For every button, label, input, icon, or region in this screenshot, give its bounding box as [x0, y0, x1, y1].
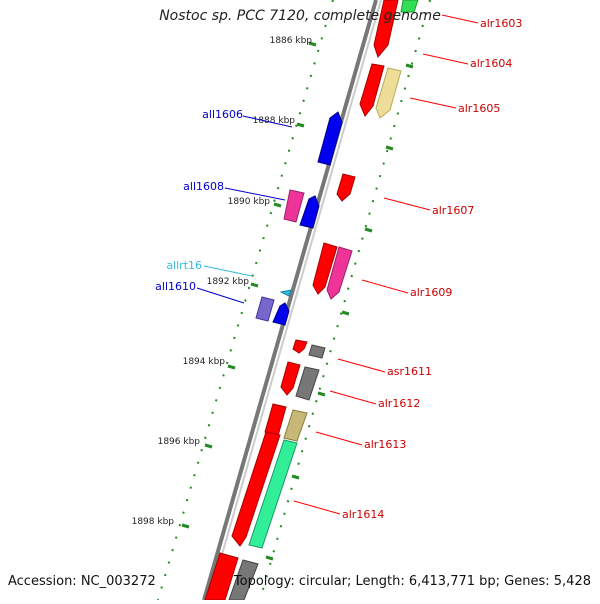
- gene-label[interactable]: alr1609: [410, 286, 452, 299]
- gene-all1610[interactable]: [272, 302, 290, 326]
- gene-asr1611[interactable]: [308, 344, 326, 359]
- forward-genes: [204, 0, 419, 601]
- left-leaders: [196, 115, 293, 304]
- gene-alr1603[interactable]: [373, 0, 399, 59]
- scale-tick: [273, 202, 282, 208]
- gene-alr1604[interactable]: [359, 63, 385, 117]
- accession-text: Accession: NC_003272: [8, 574, 156, 589]
- scale-label: 1894 kbp: [183, 357, 226, 367]
- scale-tick: [227, 364, 236, 370]
- left-gene-labels: all1606 all1608 allrt16 all1610: [155, 108, 243, 293]
- gene-label[interactable]: alr1613: [364, 438, 406, 451]
- gene-alr1614-a[interactable]: [231, 431, 281, 547]
- scale-tick: [296, 122, 305, 128]
- gene-alr1607[interactable]: [336, 173, 356, 202]
- gene-label[interactable]: alr1604: [470, 57, 512, 70]
- gene-label[interactable]: all1608: [183, 180, 224, 193]
- gene-all1608-a[interactable]: [283, 189, 305, 223]
- gene-label[interactable]: alr1607: [432, 204, 474, 217]
- gene-label[interactable]: all1610: [155, 280, 196, 293]
- page-title: Nostoc sp. PCC 7120, complete genome: [159, 8, 441, 24]
- scale-tick: [181, 523, 190, 529]
- genome-backbone: [202, 0, 382, 601]
- gene-alr1609[interactable]: [326, 246, 353, 300]
- gene-label[interactable]: allrt16: [166, 259, 202, 272]
- gene-alr1609-a[interactable]: [312, 242, 338, 295]
- gene-label[interactable]: asr1611: [387, 365, 432, 378]
- gene-alr1614[interactable]: [248, 439, 298, 549]
- gene-all1610-a[interactable]: [255, 296, 275, 322]
- scale-tick: [204, 443, 213, 449]
- gene-allrt16[interactable]: [279, 289, 292, 297]
- gene-all1608[interactable]: [299, 195, 320, 229]
- right-leaders: [293, 14, 479, 515]
- scale-label: 1896 kbp: [158, 437, 201, 447]
- gene-label[interactable]: all1606: [202, 108, 243, 121]
- gene-alr1613[interactable]: [283, 409, 308, 442]
- gene-label[interactable]: alr1614: [342, 508, 384, 521]
- gene-asr1611-a[interactable]: [292, 339, 308, 354]
- scale-label: 1890 kbp: [228, 197, 271, 207]
- gene-label[interactable]: alr1603: [480, 17, 522, 30]
- gene-alr1612[interactable]: [295, 366, 320, 401]
- scale-track: [157, 0, 431, 601]
- gene-label[interactable]: alr1605: [458, 102, 500, 115]
- right-track-ticks: [265, 63, 414, 561]
- gene-label[interactable]: alr1612: [378, 397, 420, 410]
- genome-stats: Topology: circular; Length: 6,413,771 bp…: [233, 574, 591, 589]
- gene-alr1612-a[interactable]: [280, 361, 301, 396]
- scale-label: 1892 kbp: [207, 277, 250, 287]
- gene-alr1603-tail[interactable]: [400, 0, 419, 13]
- scale-tick: [250, 282, 259, 288]
- gene-alr1613-a[interactable]: [264, 403, 287, 437]
- scale-tick: [308, 41, 317, 47]
- scale-label: 1888 kbp: [253, 116, 296, 126]
- gene-all1606[interactable]: [317, 111, 343, 166]
- gene-alr1605[interactable]: [375, 67, 402, 119]
- scale-label: 1898 kbp: [132, 517, 175, 527]
- right-gene-labels: alr1603 alr1604 alr1605 alr1607 alr1609 …: [342, 17, 522, 521]
- scale-label: 1886 kbp: [270, 36, 313, 46]
- scale-labels: 1886 kbp 1888 kbp 1890 kbp 1892 kbp 1894…: [132, 36, 313, 527]
- scale-ticks: [181, 41, 317, 529]
